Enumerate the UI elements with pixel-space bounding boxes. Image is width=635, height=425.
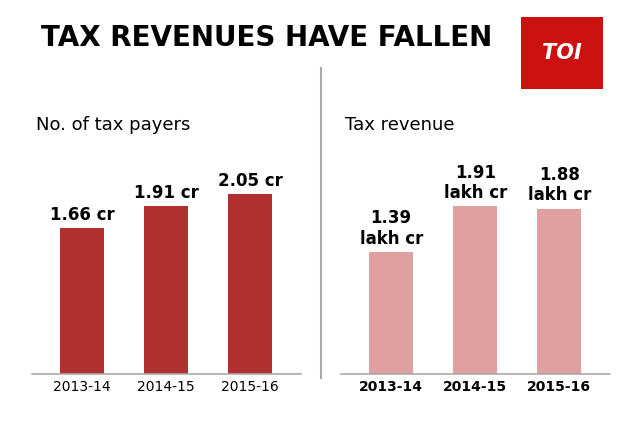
Text: 1.91 cr: 1.91 cr	[134, 184, 199, 202]
Text: 1.91
lakh cr: 1.91 lakh cr	[443, 164, 507, 202]
Bar	[229, 194, 272, 374]
Text: No. of tax payers: No. of tax payers	[36, 116, 190, 134]
Text: 1.39
lakh cr: 1.39 lakh cr	[359, 210, 423, 247]
Text: 2.05 cr: 2.05 cr	[218, 172, 283, 190]
Bar	[144, 206, 188, 374]
Text: Tax revenue: Tax revenue	[345, 116, 455, 134]
Text: TOI: TOI	[542, 43, 582, 63]
Bar	[453, 206, 497, 374]
Text: TAX REVENUES HAVE FALLEN: TAX REVENUES HAVE FALLEN	[41, 24, 492, 52]
Bar	[60, 228, 104, 374]
Text: 1.66 cr: 1.66 cr	[50, 206, 114, 224]
Bar	[537, 209, 581, 374]
Bar	[370, 252, 413, 374]
Text: 1.88
lakh cr: 1.88 lakh cr	[528, 166, 591, 204]
